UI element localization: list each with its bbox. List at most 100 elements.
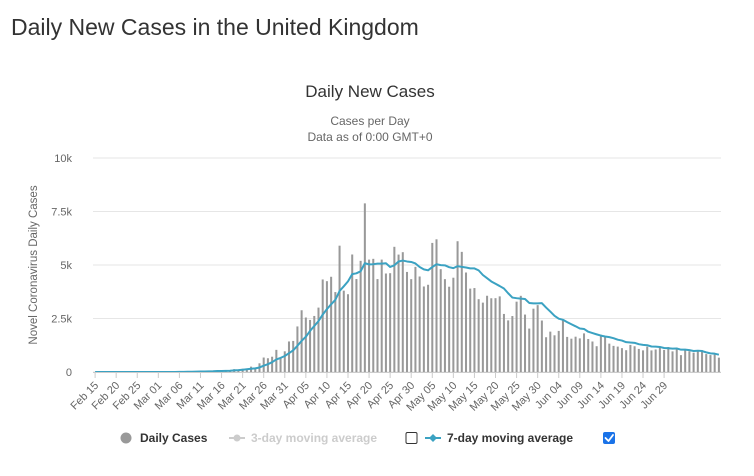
daily-case-bar[interactable] [604, 336, 606, 372]
daily-case-bar[interactable] [419, 276, 421, 372]
daily-case-bar[interactable] [528, 329, 530, 372]
daily-case-bar[interactable] [457, 241, 459, 372]
daily-case-bar[interactable] [347, 294, 349, 372]
daily-case-bar[interactable] [398, 255, 400, 372]
daily-case-bar[interactable] [402, 252, 404, 372]
daily-case-bar[interactable] [288, 341, 290, 372]
daily-case-bar[interactable] [271, 357, 273, 372]
daily-case-bar[interactable] [334, 292, 336, 372]
daily-case-bar[interactable] [549, 332, 551, 372]
daily-case-bar[interactable] [355, 279, 357, 372]
checkbox-3-day-moving-average[interactable] [406, 433, 417, 444]
daily-case-bar[interactable] [714, 355, 716, 372]
daily-case-bar[interactable] [351, 254, 353, 372]
daily-case-bar[interactable] [591, 342, 593, 372]
daily-case-bar[interactable] [697, 350, 699, 372]
daily-case-bar[interactable] [372, 259, 374, 372]
daily-case-bar[interactable] [414, 267, 416, 372]
daily-case-bar[interactable] [545, 337, 547, 372]
daily-case-bar[interactable] [507, 320, 509, 372]
daily-case-bar[interactable] [676, 350, 678, 372]
daily-case-bar[interactable] [330, 277, 332, 372]
daily-case-bar[interactable] [389, 273, 391, 372]
legend-item-3-day-moving-average[interactable]: 3-day moving average [229, 431, 377, 445]
daily-case-bar[interactable] [381, 260, 383, 372]
daily-case-bar[interactable] [608, 344, 610, 372]
daily-case-bar[interactable] [655, 349, 657, 372]
daily-case-bar[interactable] [684, 349, 686, 372]
daily-case-bar[interactable] [423, 286, 425, 372]
daily-case-bar[interactable] [469, 289, 471, 372]
daily-case-bar[interactable] [558, 331, 560, 372]
daily-case-bar[interactable] [629, 345, 631, 372]
daily-case-bar[interactable] [516, 302, 518, 372]
daily-case-bar[interactable] [532, 309, 534, 372]
daily-case-bar[interactable] [360, 261, 362, 372]
daily-case-bar[interactable] [368, 260, 370, 372]
daily-case-bar[interactable] [448, 287, 450, 372]
daily-case-bar[interactable] [562, 320, 564, 372]
legend-item-daily-cases[interactable]: Daily Cases [121, 431, 208, 445]
daily-case-bar[interactable] [478, 299, 480, 372]
daily-case-bar[interactable] [575, 337, 577, 372]
daily-case-bar[interactable] [541, 321, 543, 372]
daily-case-bar[interactable] [317, 308, 319, 372]
daily-case-bar[interactable] [617, 347, 619, 372]
daily-case-bar[interactable] [570, 339, 572, 372]
daily-case-bar[interactable] [718, 358, 720, 372]
daily-case-bar[interactable] [435, 239, 437, 372]
daily-case-bar[interactable] [296, 326, 298, 372]
daily-case-bar[interactable] [494, 298, 496, 372]
daily-case-bar[interactable] [431, 243, 433, 372]
daily-case-bar[interactable] [280, 358, 282, 372]
daily-case-bar[interactable] [343, 291, 345, 372]
daily-case-bar[interactable] [613, 346, 615, 372]
daily-case-bar[interactable] [326, 281, 328, 372]
daily-case-bar[interactable] [625, 350, 627, 372]
daily-case-bar[interactable] [376, 279, 378, 372]
daily-case-bar[interactable] [600, 335, 602, 372]
daily-case-bar[interactable] [554, 335, 556, 372]
daily-case-bar[interactable] [427, 285, 429, 372]
daily-case-bar[interactable] [452, 278, 454, 372]
daily-case-bar[interactable] [473, 288, 475, 372]
legend-item-7-day-moving-average[interactable]: 7-day moving average [425, 431, 573, 445]
daily-case-bar[interactable] [701, 350, 703, 372]
daily-case-bar[interactable] [579, 338, 581, 372]
daily-case-bar[interactable] [680, 355, 682, 372]
daily-case-bar[interactable] [634, 346, 636, 372]
daily-case-bar[interactable] [486, 296, 488, 372]
daily-case-bar[interactable] [583, 333, 585, 372]
daily-case-bar[interactable] [537, 305, 539, 372]
daily-case-bar[interactable] [709, 355, 711, 372]
daily-case-bar[interactable] [499, 296, 501, 372]
daily-case-bar[interactable] [490, 298, 492, 372]
daily-case-bar[interactable] [406, 272, 408, 372]
daily-case-bar[interactable] [524, 315, 526, 372]
daily-case-bar[interactable] [385, 273, 387, 372]
daily-case-bar[interactable] [646, 347, 648, 372]
daily-case-bar[interactable] [440, 269, 442, 372]
daily-case-bar[interactable] [410, 279, 412, 372]
daily-case-bar[interactable] [621, 348, 623, 372]
daily-case-bar[interactable] [465, 273, 467, 372]
checkbox-7-day-moving-average[interactable] [603, 432, 615, 444]
daily-case-bar[interactable] [503, 314, 505, 372]
daily-case-bar[interactable] [587, 339, 589, 372]
daily-case-bar[interactable] [650, 350, 652, 372]
daily-case-bar[interactable] [482, 303, 484, 372]
daily-case-bar[interactable] [693, 353, 695, 372]
daily-case-bar[interactable] [520, 296, 522, 372]
daily-case-bar[interactable] [566, 337, 568, 372]
daily-case-bar[interactable] [663, 350, 665, 372]
daily-case-bar[interactable] [688, 351, 690, 372]
daily-case-bar[interactable] [705, 354, 707, 372]
daily-case-bar[interactable] [305, 318, 307, 372]
daily-case-bar[interactable] [292, 341, 294, 372]
daily-case-bar[interactable] [659, 347, 661, 372]
daily-case-bar[interactable] [339, 246, 341, 372]
daily-case-bar[interactable] [638, 349, 640, 372]
daily-case-bar[interactable] [667, 347, 669, 372]
daily-case-bar[interactable] [461, 252, 463, 372]
daily-case-bar[interactable] [364, 203, 366, 372]
